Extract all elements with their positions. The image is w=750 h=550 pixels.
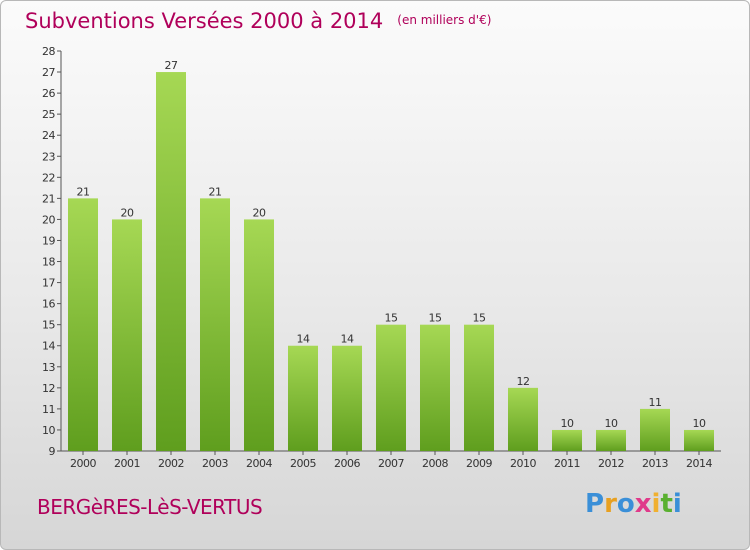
y-tick-label: 25 <box>42 108 55 121</box>
data-label: 21 <box>77 185 90 198</box>
data-label: 14 <box>297 333 310 346</box>
x-tick-label: 2010 <box>510 457 536 470</box>
y-tick-label: 28 <box>42 45 55 58</box>
y-tick-label: 22 <box>42 171 55 184</box>
chart-subtitle: (en milliers d'€) <box>397 13 492 27</box>
logo-letter: r <box>604 489 617 519</box>
x-tick-label: 2014 <box>686 457 712 470</box>
data-label: 20 <box>121 206 134 219</box>
chart-title: Subventions Versées 2000 à 2014 <box>25 9 384 33</box>
bar <box>640 408 670 451</box>
y-tick-label: 24 <box>42 129 55 142</box>
y-tick-label: 15 <box>42 319 55 332</box>
bar <box>376 324 406 451</box>
x-tick-label: 2003 <box>202 457 228 470</box>
y-tick-label: 13 <box>42 361 55 374</box>
x-tick-label: 2005 <box>290 457 316 470</box>
title-row: Subventions Versées 2000 à 2014 (en milli… <box>25 9 491 33</box>
logo-letter: t <box>660 489 673 519</box>
y-tick-label: 19 <box>42 234 55 247</box>
x-tick-label: 2011 <box>554 457 580 470</box>
y-tick-label: 9 <box>49 445 56 458</box>
x-tick-label: 2000 <box>70 457 96 470</box>
y-tick-label: 12 <box>42 382 55 395</box>
data-label: 15 <box>385 312 398 325</box>
data-label: 27 <box>165 59 178 72</box>
bar <box>464 324 494 451</box>
y-tick-label: 23 <box>42 150 55 163</box>
y-tick-label: 20 <box>42 213 55 226</box>
bar <box>596 429 626 451</box>
data-label: 12 <box>517 375 530 388</box>
proxiti-logo: Proxiti <box>585 489 682 519</box>
bar <box>684 429 714 451</box>
data-label: 11 <box>649 396 662 409</box>
bar <box>288 345 318 451</box>
y-tick-label: 18 <box>42 256 55 269</box>
bar <box>552 429 582 451</box>
bar <box>112 219 142 451</box>
data-label: 15 <box>473 312 486 325</box>
data-label: 10 <box>693 417 706 430</box>
y-tick-label: 14 <box>42 340 55 353</box>
logo-letter: x <box>634 489 652 519</box>
logo-letter: i <box>651 489 661 519</box>
x-tick-label: 2004 <box>246 457 272 470</box>
bar <box>68 198 98 451</box>
x-tick-label: 2013 <box>642 457 668 470</box>
commune-name: BERGèRES-LèS-VERTUS <box>37 495 263 519</box>
x-tick-label: 2012 <box>598 457 624 470</box>
logo-letter: P <box>585 489 605 519</box>
y-tick-label: 26 <box>42 87 55 100</box>
x-tick-label: 2007 <box>378 457 404 470</box>
data-label: 14 <box>341 333 354 346</box>
data-label: 10 <box>605 417 618 430</box>
x-tick-label: 2006 <box>334 457 360 470</box>
data-label: 21 <box>209 185 222 198</box>
bar <box>420 324 450 451</box>
y-tick-label: 21 <box>42 192 55 205</box>
bar <box>156 72 186 451</box>
data-label: 20 <box>253 206 266 219</box>
y-tick-label: 17 <box>42 277 55 290</box>
bar <box>244 219 274 451</box>
data-label: 10 <box>561 417 574 430</box>
y-tick-label: 11 <box>42 403 55 416</box>
bar <box>332 345 362 451</box>
bar <box>508 387 538 451</box>
bar <box>200 198 230 451</box>
y-tick-label: 16 <box>42 298 55 311</box>
x-tick-label: 2002 <box>158 457 184 470</box>
y-tick-label: 27 <box>42 66 55 79</box>
logo-letter: i <box>672 489 682 519</box>
x-tick-label: 2009 <box>466 457 492 470</box>
data-label: 15 <box>429 312 442 325</box>
y-tick-label: 10 <box>42 424 55 437</box>
logo-letter: o <box>616 489 635 519</box>
x-tick-label: 2008 <box>422 457 448 470</box>
x-tick-label: 2001 <box>114 457 140 470</box>
